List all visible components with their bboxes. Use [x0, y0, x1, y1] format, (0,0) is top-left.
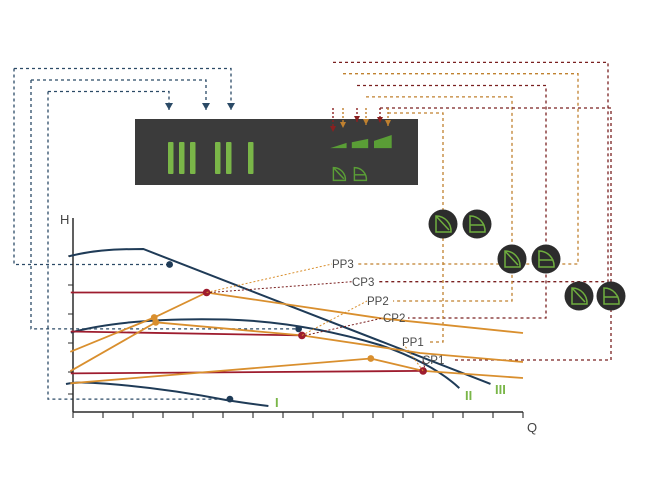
svg-text:Q: Q — [527, 420, 537, 435]
svg-text:CP1: CP1 — [422, 355, 444, 367]
svg-text:H: H — [60, 212, 69, 227]
svg-text:CP3: CP3 — [352, 277, 374, 289]
svg-text:PP3: PP3 — [332, 259, 354, 271]
svg-text:PP1: PP1 — [402, 337, 424, 349]
svg-text:PP2: PP2 — [367, 296, 389, 308]
svg-text:CP2: CP2 — [383, 313, 405, 325]
svg-text:I: I — [275, 395, 279, 410]
svg-text:III: III — [495, 382, 506, 397]
svg-text:II: II — [465, 388, 472, 403]
